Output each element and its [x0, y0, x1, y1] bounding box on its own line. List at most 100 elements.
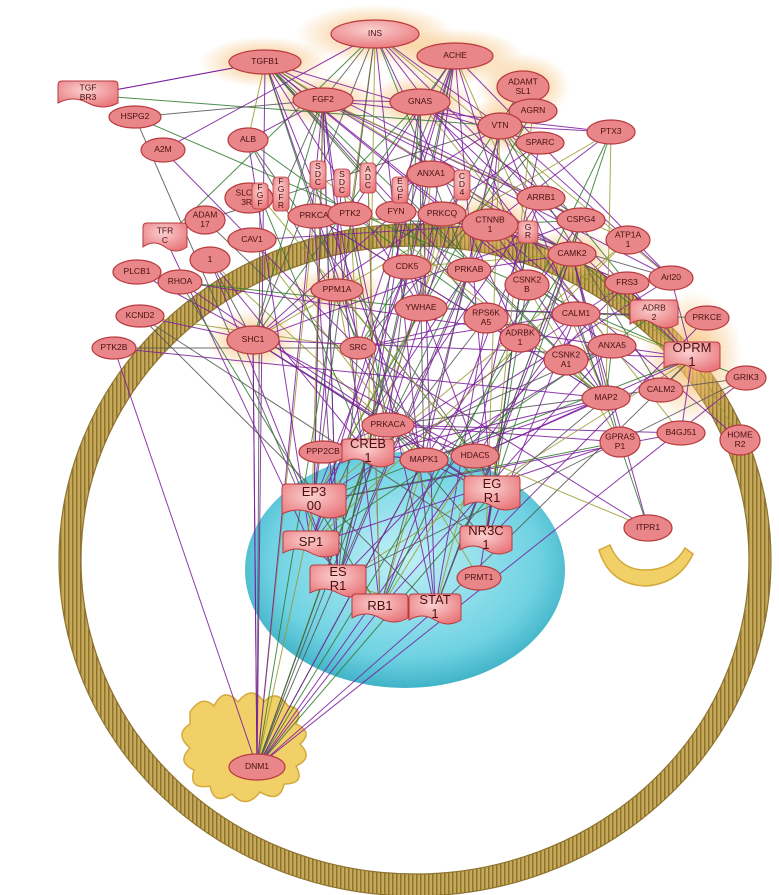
node-sp1[interactable]: SP1 [282, 530, 340, 558]
node-kcnd2[interactable]: KCND2 [115, 304, 165, 328]
node-csnk2a1[interactable]: CSNK2 A1 [543, 344, 589, 376]
node-camk2[interactable]: CAMK2 [547, 241, 597, 267]
edge-ctnnb1-ptx3 [489, 131, 612, 226]
node-gprasp1[interactable]: GPRAS P1 [599, 426, 641, 458]
node-ptk2[interactable]: PTK2 [327, 201, 373, 227]
node-grik3[interactable]: GRIK3 [725, 365, 767, 391]
node-hspg2[interactable]: HSPG2 [108, 105, 162, 129]
edge-shc1-fyn [252, 211, 397, 341]
edge-ins-stat1 [374, 33, 436, 611]
node-prkce[interactable]: PRKCE [684, 305, 730, 331]
node-frs3[interactable]: FRS3 [604, 271, 650, 295]
node-shape-sdc1 [309, 160, 327, 190]
node-creb1[interactable]: CREB 1 [341, 436, 395, 468]
node-label-arl20: Arl20 [661, 272, 681, 282]
node-alb[interactable]: ALB [227, 127, 269, 153]
node-shape-csnk2a1 [543, 344, 589, 376]
node-prkcq[interactable]: PRKCQ [417, 201, 467, 227]
node-label-vtn: VTN [492, 120, 509, 130]
edge-dnm1-mapk1 [256, 459, 425, 768]
node-ywhae[interactable]: YWHAE [394, 294, 448, 322]
node-stat1[interactable]: STAT 1 [408, 592, 462, 625]
edge-hspg2-fgf2 [134, 99, 324, 118]
node-adamtsl1[interactable]: ADAMT SL1 [496, 70, 550, 104]
node-agrn[interactable]: AGRN [508, 98, 558, 124]
node-shape-dnm1 [228, 753, 286, 781]
node-ache[interactable]: ACHE [416, 42, 494, 70]
node-tfrc[interactable]: TFR C [142, 222, 188, 252]
node-atp1a1[interactable]: ATP1A 1 [605, 225, 651, 255]
node-shape-stat1 [408, 593, 462, 625]
node-fgf2[interactable]: FGF2 [292, 87, 354, 113]
node-tgfbr3[interactable]: TGF BR3 [57, 80, 119, 108]
node-shape-ins [330, 19, 420, 49]
node-prkab[interactable]: PRKAB [446, 257, 492, 283]
node-ptk2b[interactable]: PTK2B [91, 336, 137, 360]
node-shape-prkcq [417, 201, 467, 227]
node-calm1[interactable]: CALM1 [551, 301, 601, 327]
node-ctnnb1[interactable]: CTNNB 1 [461, 208, 519, 242]
node-na1[interactable]: 1 [189, 246, 231, 274]
node-nr3c1[interactable]: NR3C 1 [459, 523, 513, 555]
node-adrb2[interactable]: ADRB 2 [629, 299, 679, 329]
node-cav1[interactable]: CAV1 [227, 227, 277, 253]
node-arl20[interactable]: Arl20 [648, 265, 694, 291]
node-rps6ka5[interactable]: RPS6K A5 [463, 302, 509, 334]
node-rb1[interactable]: RB1 [351, 593, 409, 623]
node-ppp2cb[interactable]: PPP2CB [298, 440, 348, 464]
node-ins[interactable]: INS [330, 19, 420, 49]
node-sparc[interactable]: SPARC [515, 131, 565, 155]
node-label-creb1: CREB 1 [350, 436, 386, 465]
node-cdk5[interactable]: CDK5 [382, 254, 432, 280]
node-ep300[interactable]: EP3 00 [281, 483, 347, 519]
node-shape-b4galt1 [656, 420, 706, 446]
node-label-csnk2b: CSNK2 B [513, 275, 542, 295]
node-rhoa[interactable]: RHOA [157, 269, 203, 295]
node-label-csnk2a1: CSNK2 A1 [552, 350, 581, 370]
edge-ywhae-adrb2 [420, 307, 655, 316]
node-adam17[interactable]: ADAM 17 [184, 205, 226, 235]
node-shc1[interactable]: SHC1 [226, 325, 280, 355]
node-src[interactable]: SRC [339, 336, 377, 360]
node-vtn[interactable]: VTN [477, 112, 523, 140]
node-shape-egr1 [463, 475, 521, 511]
node-anxa5[interactable]: ANXA5 [587, 333, 637, 359]
node-homer2[interactable]: HOME R2 [719, 424, 761, 456]
node-a2m[interactable]: A2M [140, 137, 186, 163]
node-itpr1[interactable]: ITPR1 [623, 514, 673, 542]
node-tgfb1[interactable]: TGFB1 [228, 49, 302, 75]
node-ppm1a[interactable]: PPM1A [310, 278, 364, 302]
node-anxa1[interactable]: ANXA1 [406, 160, 456, 188]
node-arrb1[interactable]: ARRB1 [516, 185, 566, 211]
node-b4galt1[interactable]: B4GJ51 [656, 420, 706, 446]
node-calm2[interactable]: CALM2 [638, 377, 684, 403]
node-prkaca[interactable]: PRKACA [361, 412, 415, 438]
edge-sp1-atp1a1 [310, 239, 629, 546]
node-map2[interactable]: MAP2 [581, 385, 631, 411]
node-ptx3[interactable]: PTX3 [586, 119, 636, 145]
node-csnk2b[interactable]: CSNK2 B [504, 269, 550, 301]
node-egr1[interactable]: EG R1 [463, 475, 521, 511]
node-dnm1[interactable]: DNM1 [228, 753, 286, 781]
node-adrbk1[interactable]: ADRBK 1 [499, 323, 541, 353]
node-plcb1[interactable]: PLCB1 [112, 259, 162, 285]
edge-rb1-dnm1 [256, 608, 381, 768]
node-gnas[interactable]: GNAS [389, 88, 451, 116]
gene-nodes: INS TGFB1 ACHE TGF BR3 ADAMT SL1 HSPG2 FGF2 GNAS A… [57, 19, 767, 781]
node-oprm1[interactable]: OPRM 1 [663, 340, 721, 373]
node-prmt1[interactable]: PRMT1 [456, 565, 502, 591]
node-mapk1[interactable]: MAPK1 [399, 447, 449, 473]
node-hdac5[interactable]: HDAC5 [450, 443, 500, 469]
node-fyn[interactable]: FYN [375, 200, 417, 224]
node-label-kcnd2: KCND2 [126, 310, 155, 320]
node-cspg4[interactable]: CSPG4 [556, 207, 606, 233]
node-esr1[interactable]: ES R1 [309, 564, 367, 598]
